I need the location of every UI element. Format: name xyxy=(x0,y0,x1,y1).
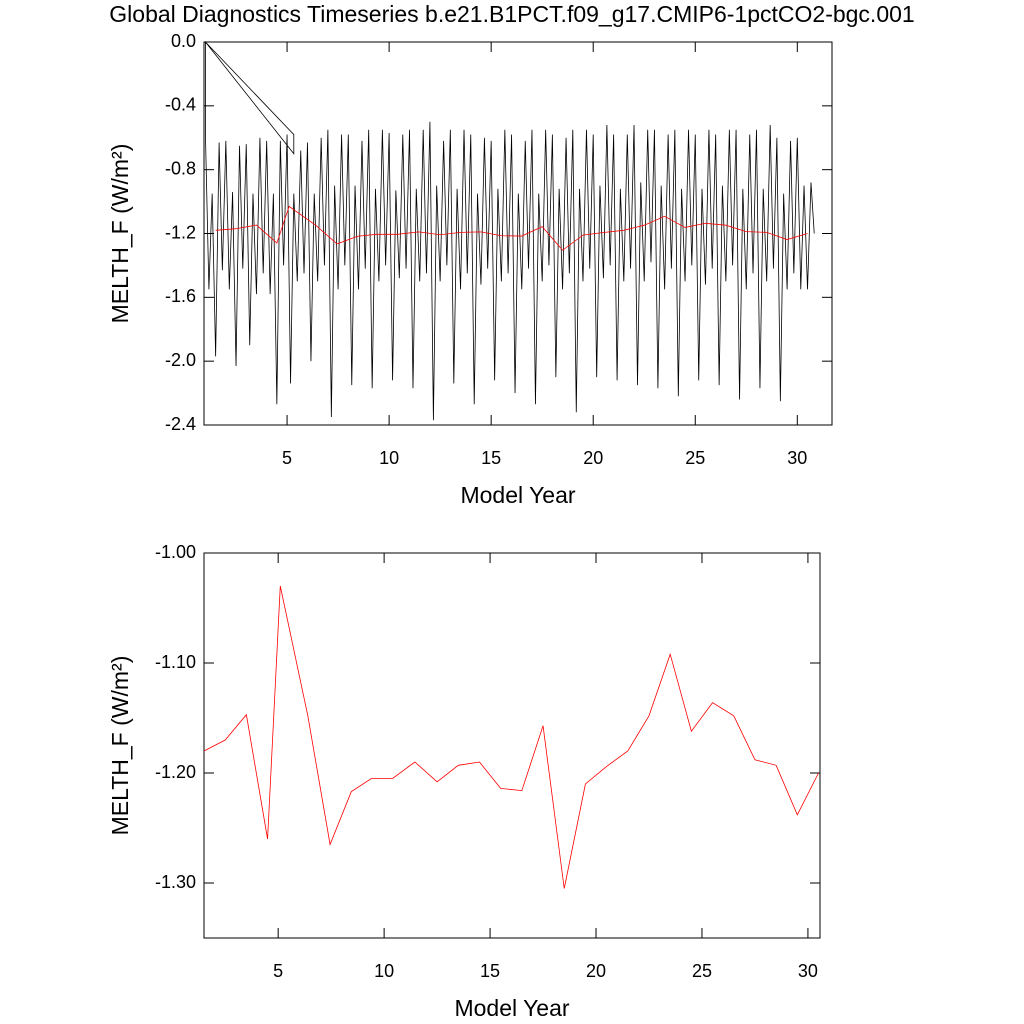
y-tick-label: -0.4 xyxy=(165,95,196,115)
x-tick-label: 10 xyxy=(374,961,394,981)
y-tick-label: -0.8 xyxy=(165,158,196,178)
figure-title: Global Diagnostics Timeseries b.e21.B1PC… xyxy=(109,1,914,27)
data-line xyxy=(215,205,808,251)
y-tick-label: -2.0 xyxy=(165,350,196,370)
x-tick-label: 25 xyxy=(692,961,712,981)
x-tick-label: 20 xyxy=(586,961,606,981)
y-axis-label: MELTH_F (W/m²) xyxy=(107,144,133,324)
y-tick-label: -1.30 xyxy=(155,872,196,892)
x-tick-label: 10 xyxy=(379,448,399,468)
x-tick-label: 25 xyxy=(685,448,705,468)
data-line xyxy=(205,40,815,421)
y-tick-label: 0.0 xyxy=(171,31,196,51)
x-tick-label: 30 xyxy=(798,961,818,981)
x-axis-label: Model Year xyxy=(460,482,575,508)
y-tick-label: -1.6 xyxy=(165,286,196,306)
x-tick-label: 15 xyxy=(480,961,500,981)
x-tick-label: 5 xyxy=(273,961,283,981)
x-tick-label: 15 xyxy=(481,448,501,468)
y-tick-label: -1.2 xyxy=(165,222,196,242)
y-tick-label: -1.20 xyxy=(155,762,196,782)
y-axis-label: MELTH_F (W/m²) xyxy=(107,656,133,836)
x-tick-label: 30 xyxy=(787,448,807,468)
data-line xyxy=(203,585,819,889)
plot-frame xyxy=(203,552,821,939)
x-tick-label: 20 xyxy=(583,448,603,468)
y-tick-label: -1.00 xyxy=(155,542,196,562)
x-tick-label: 5 xyxy=(282,448,292,468)
y-tick-label: -1.10 xyxy=(155,652,196,672)
y-tick-label: -2.4 xyxy=(165,414,196,434)
x-axis-label: Model Year xyxy=(454,995,569,1021)
